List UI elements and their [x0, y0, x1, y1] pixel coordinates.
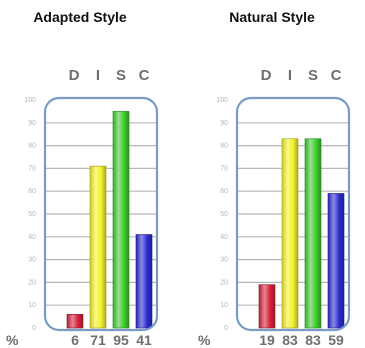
bar-d	[258, 284, 276, 329]
y-tick-label: 50	[220, 211, 228, 218]
unit-label: %	[6, 332, 19, 348]
natural-style-plot: D I S C 0 10 20 30 40 50 60 70 80 90 100% 19 83 83 59	[198, 67, 351, 348]
y-tick-label: 80	[28, 143, 36, 150]
natural-style-chart: Natural Style D I S C 0 10 20 30 40 50 60 70 80 90 100…	[192, 0, 352, 348]
value-label-c: 59	[328, 332, 344, 348]
y-tick-label: 30	[220, 257, 228, 264]
y-tick-label: 50	[28, 211, 36, 218]
category-label-c: C	[331, 67, 342, 84]
y-tick-label: 60	[28, 188, 36, 195]
category-label-i: I	[96, 67, 100, 84]
value-label-s: 83	[305, 332, 321, 348]
value-label-d: 19	[259, 332, 275, 348]
adapted-style-plot: D I S C 0 10 20 30 40 50 60 70 80 90 100% 6 71 95 41	[6, 67, 159, 348]
bar-i	[89, 165, 107, 329]
y-tick-label: 30	[28, 257, 36, 264]
bar-c	[135, 234, 153, 329]
y-tick-label: 90	[28, 120, 36, 127]
value-label-i: 83	[282, 332, 298, 348]
bar-s	[112, 111, 130, 329]
y-tick-label: 70	[28, 165, 36, 172]
bar-c	[327, 193, 345, 329]
category-label-d: D	[69, 67, 80, 84]
y-tick-label: 40	[220, 234, 228, 241]
value-label-d: 6	[71, 332, 79, 348]
chart-frame	[235, 96, 351, 332]
value-label-i: 71	[90, 332, 106, 348]
chart-frame	[43, 96, 159, 332]
y-tick-label: 60	[220, 188, 228, 195]
y-tick-label: 80	[220, 143, 228, 150]
y-tick-label: 90	[220, 120, 228, 127]
y-tick-label: 10	[220, 302, 228, 309]
category-label-i: I	[288, 67, 292, 84]
bar-s	[304, 138, 322, 329]
category-label-s: S	[308, 67, 318, 84]
chart-title: Natural Style	[229, 9, 315, 25]
unit-label: %	[198, 332, 211, 348]
y-tick-label: 100	[216, 97, 228, 104]
y-tick-label: 0	[32, 325, 36, 332]
value-label-s: 95	[113, 332, 129, 348]
y-tick-label: 10	[28, 302, 36, 309]
value-label-c: 41	[136, 332, 152, 348]
category-label-c: C	[139, 67, 150, 84]
y-tick-label: 0	[224, 325, 228, 332]
y-tick-label: 20	[220, 279, 228, 286]
category-label-d: D	[261, 67, 272, 84]
adapted-style-chart: Adapted Style D I S C 0 10 20 30 40 50 60 70 80 90 100…	[0, 0, 160, 348]
y-tick-label: 100	[24, 97, 36, 104]
y-tick-label: 40	[28, 234, 36, 241]
bar-i	[281, 138, 299, 329]
chart-title: Adapted Style	[33, 9, 127, 25]
bar-d	[66, 314, 84, 329]
y-tick-label: 20	[28, 279, 36, 286]
category-label-s: S	[116, 67, 126, 84]
y-tick-label: 70	[220, 165, 228, 172]
